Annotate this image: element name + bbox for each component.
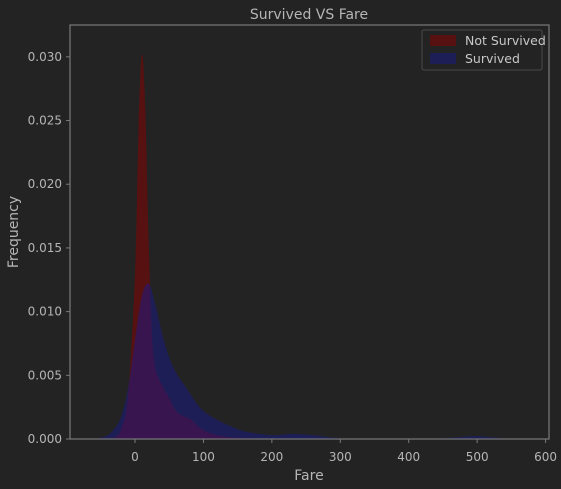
y-tick-label: 0.010	[28, 305, 62, 319]
x-axis-label: Fare	[294, 468, 323, 484]
x-axis: 0 100 200 300 400 500 600	[131, 439, 557, 464]
legend-label-survived: Survived	[465, 51, 520, 66]
y-tick-label: 0.015	[28, 241, 62, 255]
legend-swatch-not-survived	[430, 35, 456, 46]
y-axis: 0.000 0.005 0.010 0.015 0.020 0.025 0.030	[28, 50, 70, 446]
chart-title: Survived VS Fare	[250, 7, 368, 23]
x-tick-label: 500	[466, 450, 489, 464]
y-tick-label: 0.005	[28, 368, 62, 382]
y-tick-label: 0.000	[28, 432, 62, 446]
area-survived	[93, 283, 512, 439]
legend-swatch-survived	[430, 53, 456, 64]
legend: Not Survived Survived	[421, 29, 546, 71]
legend-label-not-survived: Not Survived	[465, 33, 546, 48]
x-tick-label: 300	[329, 450, 352, 464]
x-tick-label: 600	[534, 450, 557, 464]
x-tick-label: 100	[192, 450, 215, 464]
y-tick-label: 0.020	[28, 177, 62, 191]
y-tick-label: 0.030	[28, 50, 62, 64]
y-axis-label: Frequency	[6, 196, 22, 268]
x-tick-label: 0	[131, 450, 139, 464]
y-tick-label: 0.025	[28, 114, 62, 128]
axes-frame	[69, 24, 550, 440]
x-tick-label: 200	[260, 450, 283, 464]
x-tick-label: 400	[397, 450, 420, 464]
series-layer	[93, 53, 512, 439]
